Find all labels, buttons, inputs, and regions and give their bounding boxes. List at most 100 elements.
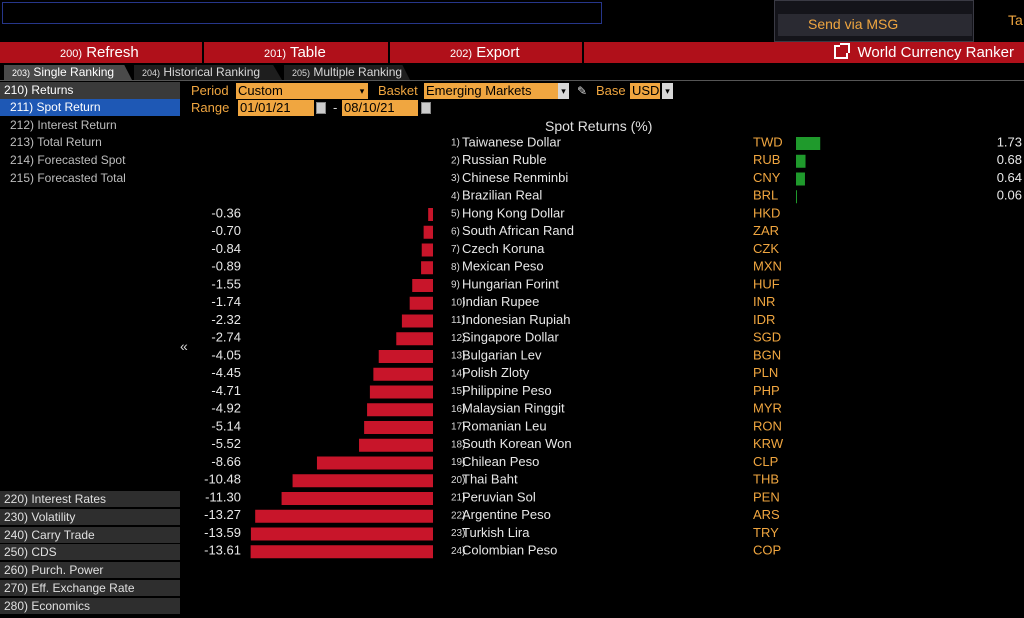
currency-name[interactable]: Brazilian Real (462, 188, 542, 203)
currency-name[interactable]: South African Rand (462, 223, 574, 238)
rank-label: 5) (451, 209, 460, 220)
export-number: 202) (450, 48, 473, 60)
range-end-input[interactable]: 08/10/21 (342, 100, 418, 116)
bar-positive (796, 154, 806, 168)
currency-name[interactable]: Turkish Lira (462, 525, 530, 540)
external-link-icon[interactable] (833, 43, 850, 59)
rank-label: 22) (451, 510, 465, 521)
rank-label: 8) (451, 262, 460, 273)
nav-forecasted-spot[interactable]: 214) Forecasted Spot (10, 153, 126, 167)
chevron-down-icon[interactable]: ▾ (558, 83, 569, 99)
currency-name[interactable]: Czech Koruna (462, 241, 545, 256)
chevron-down-icon[interactable]: ▾ (356, 83, 368, 99)
bar-negative (281, 492, 433, 505)
currency-code: PEN (753, 489, 780, 504)
value-label: -13.27 (204, 507, 241, 522)
currency-name[interactable]: Chilean Peso (462, 454, 539, 469)
currency-code: BGN (753, 347, 781, 362)
rank-label: 9) (451, 280, 460, 291)
currency-name[interactable]: Hong Kong Dollar (462, 205, 565, 220)
calendar-icon[interactable] (316, 102, 326, 114)
currency-name[interactable]: Hungarian Forint (462, 276, 559, 291)
rank-label: 10) (451, 297, 465, 308)
value-label: 0.06 (997, 188, 1022, 203)
bar-negative (373, 367, 433, 381)
table-button[interactable]: 201) Table (204, 42, 390, 63)
chevron-down-icon[interactable]: ▾ (662, 83, 673, 99)
base-value: USD (632, 83, 660, 98)
currency-name[interactable]: Argentine Peso (462, 507, 551, 522)
currency-name[interactable]: Russian Ruble (462, 152, 547, 167)
right-edge-label: Ta (1008, 12, 1023, 28)
currency-code: ZAR (753, 223, 779, 238)
rank-label: 17) (451, 422, 465, 433)
refresh-button[interactable]: 200) Refresh (0, 42, 204, 63)
range-start-input[interactable]: 01/01/21 (238, 100, 314, 116)
export-label: Export (476, 44, 520, 61)
tab-multiple-ranking[interactable]: 205) Multiple Ranking (284, 65, 410, 80)
currency-name[interactable]: South Korean Won (462, 436, 572, 451)
currency-code: RON (753, 418, 782, 433)
value-label: -4.45 (211, 365, 241, 380)
tab-single-ranking[interactable]: 203) Single Ranking (4, 65, 132, 80)
rank-label: 12) (451, 333, 465, 344)
base-select[interactable]: USD (630, 83, 660, 99)
currency-name[interactable]: Malaysian Ringgit (462, 401, 565, 416)
collapse-panel-icon[interactable]: « (180, 338, 188, 354)
currency-name[interactable]: Colombian Peso (462, 543, 557, 558)
currency-name[interactable]: Mexican Peso (462, 259, 544, 274)
edit-pencil-icon[interactable]: ✎ (577, 84, 588, 98)
currency-name[interactable]: Indian Rupee (462, 294, 539, 309)
value-label: -8.66 (211, 454, 241, 469)
nav-interest-rates[interactable]: 220) Interest Rates (0, 491, 180, 508)
nav-forecasted-total[interactable]: 215) Forecasted Total (10, 171, 126, 185)
basket-value: Emerging Markets (426, 83, 532, 98)
range-label: Range (191, 100, 230, 115)
currency-code: HKD (753, 205, 780, 220)
currency-name[interactable]: Singapore Dollar (462, 330, 560, 345)
rank-label: 21) (451, 493, 465, 504)
basket-select[interactable]: Emerging Markets (424, 83, 558, 99)
rank-label: 6) (451, 226, 460, 237)
bar-negative (421, 243, 433, 257)
currency-code: CZK (753, 241, 779, 256)
rank-label: 15) (451, 386, 465, 397)
range-end-value: 08/10/21 (344, 100, 395, 115)
currency-name[interactable]: Polish Zloty (462, 365, 530, 380)
currency-name[interactable]: Peruvian Sol (462, 489, 536, 504)
nav-interest-return[interactable]: 212) Interest Return (10, 118, 117, 132)
currency-name[interactable]: Chinese Renminbi (462, 170, 568, 185)
nav-spot-return[interactable]: 211) Spot Return (0, 99, 180, 116)
nav-volatility[interactable]: 230) Volatility (0, 509, 180, 526)
currency-code: ARS (753, 507, 780, 522)
basket-label: Basket (378, 83, 418, 98)
currency-name[interactable]: Philippine Peso (462, 383, 552, 398)
export-button[interactable]: 202) Export (390, 42, 584, 63)
bar-negative (423, 225, 433, 239)
bar-positive (796, 137, 821, 150)
calendar-icon[interactable] (421, 102, 431, 114)
currency-name[interactable]: Romanian Leu (462, 418, 547, 433)
tab-number: 205) (292, 68, 311, 78)
nav-carry-trade[interactable]: 240) Carry Trade (0, 527, 180, 544)
currency-name[interactable]: Bulgarian Lev (462, 347, 542, 362)
tab-historical-ranking[interactable]: 204) Historical Ranking (134, 65, 282, 80)
value-label: 0.64 (997, 170, 1022, 185)
rank-label: 18) (451, 439, 465, 450)
currency-name[interactable]: Taiwanese Dollar (462, 134, 562, 149)
currency-code: CNY (753, 170, 781, 185)
nav-cds[interactable]: 250) CDS (0, 544, 180, 561)
app-title[interactable]: World Currency Ranker (833, 42, 1014, 63)
nav-eff-exchange-rate[interactable]: 270) Eff. Exchange Rate (0, 580, 180, 597)
table-label: Table (289, 44, 326, 61)
currency-name[interactable]: Thai Baht (462, 472, 518, 487)
send-via-msg-button[interactable]: Send via MSG (778, 14, 972, 36)
command-line-input[interactable] (2, 2, 602, 24)
rank-label: 20) (451, 475, 465, 486)
currency-name[interactable]: Indonesian Rupiah (462, 312, 570, 327)
nav-purch-power[interactable]: 260) Purch. Power (0, 562, 180, 579)
nav-returns[interactable]: 210) Returns (0, 82, 180, 99)
period-select[interactable]: Custom ▾ (236, 83, 368, 99)
nav-total-return[interactable]: 213) Total Return (10, 135, 102, 149)
nav-economics[interactable]: 280) Economics (0, 598, 180, 615)
